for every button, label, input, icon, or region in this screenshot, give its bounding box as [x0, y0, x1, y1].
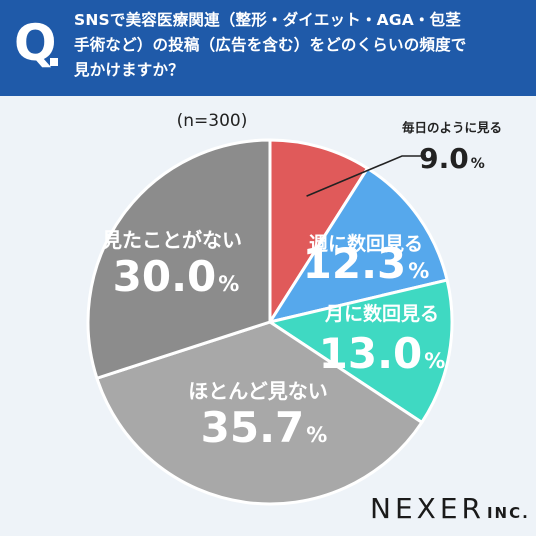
question-line-1: SNSで美容医療関連（整形・ダイエット・AGA・包茎 [74, 11, 462, 29]
q-dot [50, 58, 58, 66]
sample-size-note: (n=300) [177, 111, 248, 131]
question-line-2: 手術など）の投稿（広告を含む）をどのくらいの頻度で [74, 36, 467, 54]
pie-slice-1 [268, 166, 449, 324]
brand-logo: NEXER INC. [370, 492, 530, 525]
slice-value-0: 9.0% [419, 142, 485, 175]
question-text: SNSで美容医療関連（整形・ダイエット・AGA・包茎 手術など）の投稿（広告を含… [74, 8, 526, 83]
slice-label-0: 毎日のように見る [402, 120, 502, 135]
question-line-3: 見かけますか？ [74, 61, 184, 79]
brand-suffix: INC. [486, 504, 530, 522]
pie-slice-4 [86, 138, 272, 380]
pie-chart-area: (n=300) 毎日のように見る 9.0% 週に数回見る 12.3% 月に数回見る 13.0… [0, 96, 536, 536]
slice-label-1: 週に数回見る [309, 232, 423, 255]
question-header: Q SNSで美容医療関連（整形・ダイエット・AGA・包茎 手術など）の投稿（広告… [0, 0, 536, 96]
slice-label-2: 月に数回見る [324, 302, 439, 325]
slice-value-1: 12.3% [303, 239, 430, 288]
q-mark: Q [14, 14, 57, 72]
leader-line-0 [306, 155, 426, 197]
slice-value-2: 13.0% [319, 329, 446, 378]
pie-slice-0 [268, 138, 370, 324]
pie-slice-2 [268, 278, 454, 424]
slice-label-4: 見たことがない [102, 228, 242, 252]
brand-name: NEXER [370, 492, 485, 525]
slice-value-3: 35.7% [201, 403, 328, 452]
slice-label-3: ほとんど見ない [188, 379, 327, 403]
pie-slice-3 [95, 320, 424, 506]
slice-value-4: 30.0% [113, 252, 240, 301]
